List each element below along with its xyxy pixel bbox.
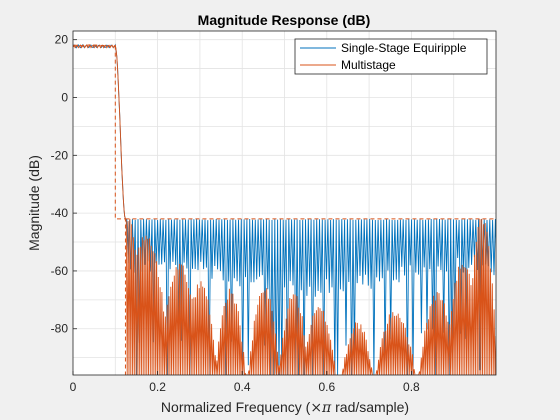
- y-tick-label: -20: [51, 148, 69, 162]
- x-axis-label-prefix: Normalized Frequency (: [161, 399, 311, 415]
- axes-box: [72, 30, 497, 376]
- x-axis-ticks: 0 0.2 0.4 0.6 0.8: [70, 371, 420, 394]
- legend: Single-Stage Equiripple Multistage: [294, 38, 488, 75]
- y-tick-label: 20: [55, 33, 69, 47]
- x-tick-label: 0.4: [234, 380, 251, 394]
- y-axis-ticks: 20 0 -20 -40 -60 -80: [51, 33, 77, 336]
- x-tick-label: 0: [70, 380, 77, 394]
- series-line: [73, 44, 496, 375]
- y-tick-label: -60: [51, 264, 69, 278]
- series-multistage: [73, 44, 496, 375]
- y-axis-label: Magnitude (dB): [26, 155, 42, 251]
- x-tick-label: 0.2: [149, 380, 166, 394]
- plot-area: [73, 43, 496, 375]
- chart-title: Magnitude Response (dB): [198, 12, 371, 28]
- x-axis-label: Normalized Frequency (×π rad/sample): [161, 399, 409, 416]
- legend-box: [294, 38, 488, 75]
- legend-label-multistage: Multistage: [341, 58, 396, 72]
- legend-label-single-stage: Single-Stage Equiripple: [341, 41, 467, 55]
- y-tick-label: -80: [51, 322, 69, 336]
- x-tick-label: 0.6: [318, 380, 335, 394]
- y-tick-label: -40: [51, 206, 69, 220]
- x-axis-label-suffix: rad/sample): [331, 399, 409, 415]
- y-tick-label: 0: [61, 90, 68, 104]
- x-tick-label: 0.8: [403, 380, 420, 394]
- x-axis-label-symbol: ×π: [310, 400, 332, 416]
